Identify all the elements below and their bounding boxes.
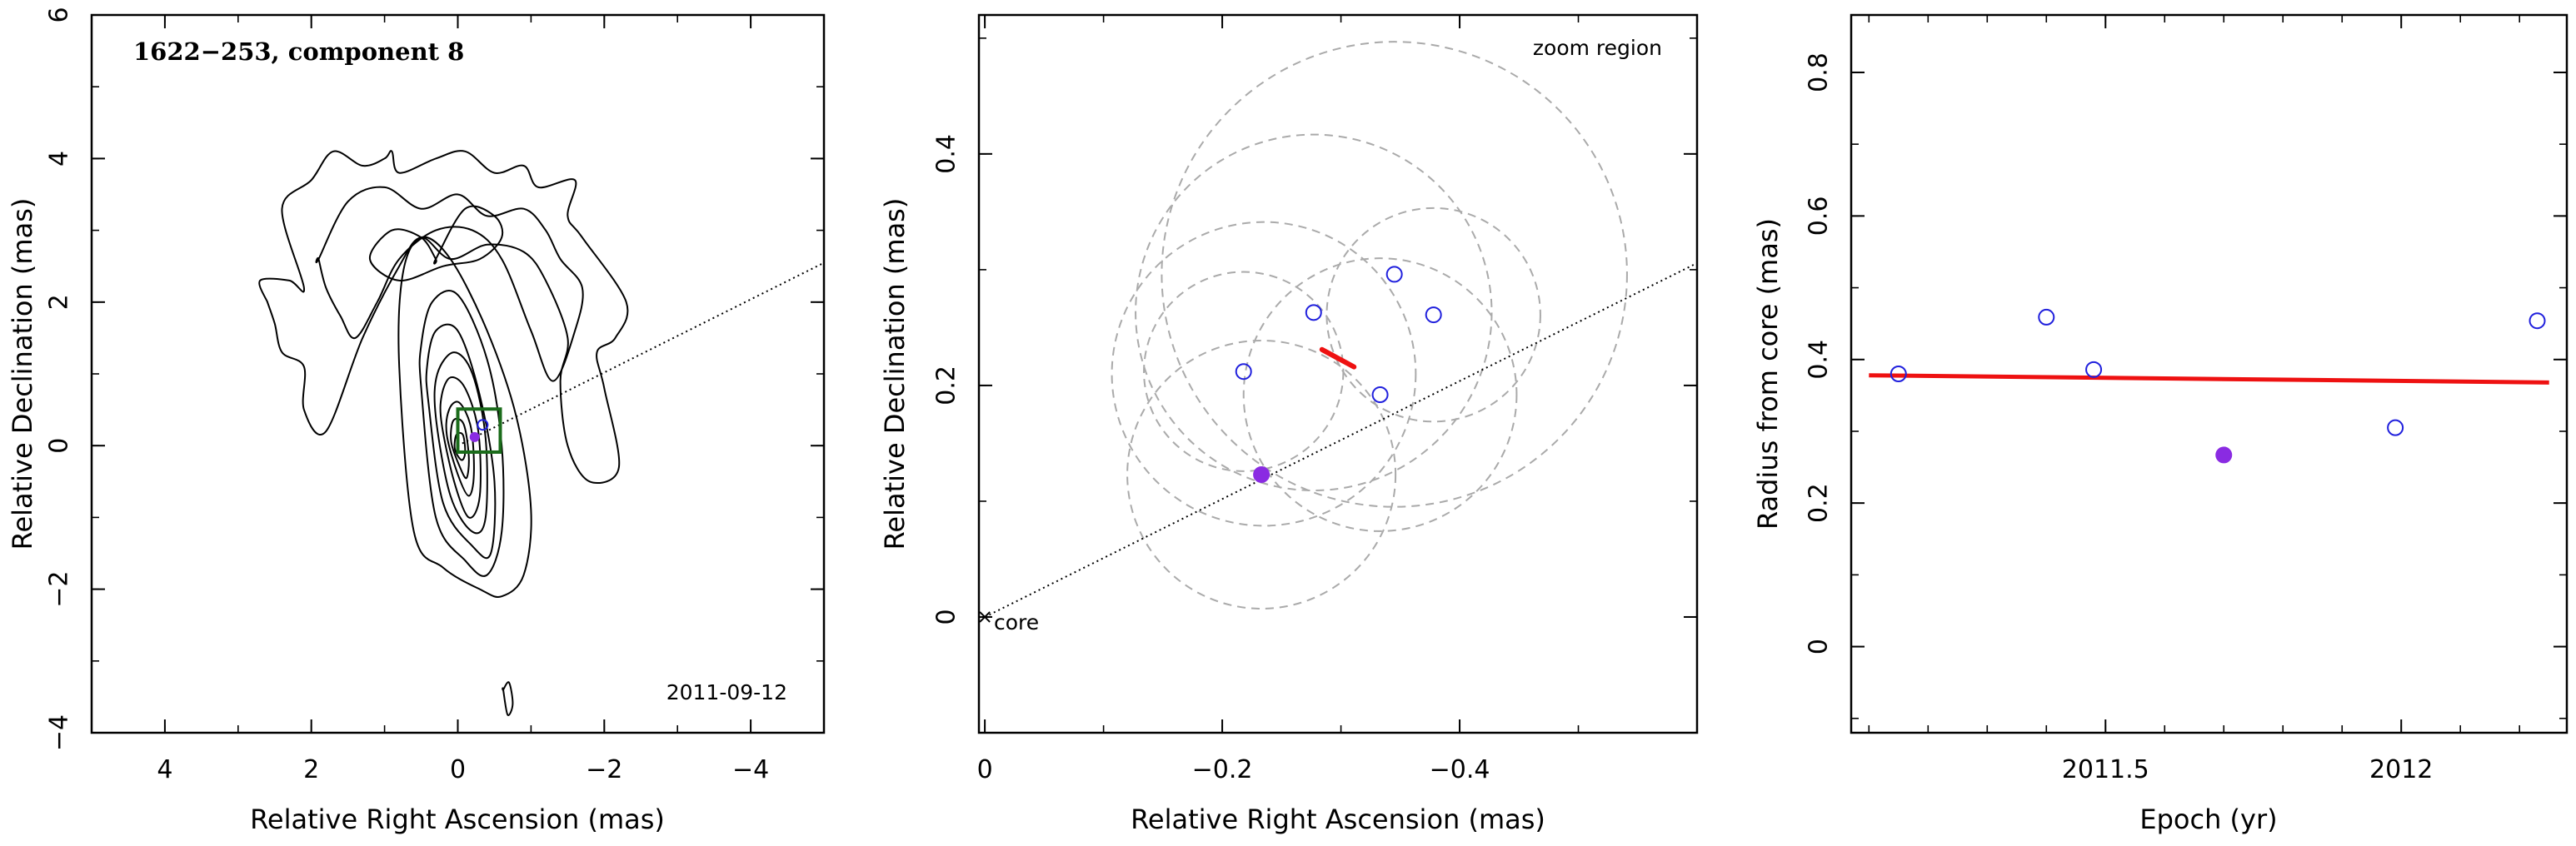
radius-plot-area <box>1869 310 2549 463</box>
contour-y-tick-label: −2 <box>45 570 74 607</box>
position-error-circle <box>1136 135 1491 490</box>
radius-x-tick-label: 2012 <box>2369 755 2433 784</box>
position-error-circle <box>1161 42 1627 507</box>
radius-y-tick-label: 0.4 <box>1805 340 1834 380</box>
contour-level <box>502 682 512 715</box>
zoom-x-tick-label: −0.2 <box>1192 755 1253 784</box>
zoom-x-axis-label: Relative Right Ascension (mas) <box>1131 804 1545 835</box>
radius-y-tick-label: 0 <box>1805 639 1834 654</box>
contour-x-tick-label: −2 <box>586 755 622 784</box>
radius-point <box>2086 362 2101 377</box>
contour-y-tick-label: 2 <box>45 294 74 310</box>
position-error-circle <box>1326 208 1540 421</box>
radius-y-axis-label: Radius from core (mas) <box>1752 218 1784 530</box>
contour-y-tick-label: −4 <box>45 714 74 751</box>
contour-y-tick-label: 0 <box>45 438 74 454</box>
panel-radius-vs-epoch: 2011.5 2012 0 0.2 0.4 0.6 0.8 Epoch (yr) Radiu… <box>1752 15 2567 835</box>
component-current-point <box>1254 467 1269 482</box>
radius-frame <box>1851 15 2567 733</box>
panel-zoom-region: 0 −0.2 −0.4 0 0.2 0.4 zoom region core Relati… <box>879 0 2576 835</box>
radius-y-tick-label: 0.6 <box>1805 197 1834 236</box>
radius-point <box>2039 310 2054 325</box>
contour-plot-area <box>259 0 2576 715</box>
radius-x-axis-label: Epoch (yr) <box>2139 804 2277 835</box>
zoom-region-annotation: zoom region <box>1533 36 1662 60</box>
contour-frame <box>92 15 824 733</box>
component-point <box>1236 364 1251 379</box>
radius-point <box>2530 313 2545 328</box>
component-point <box>1373 387 1388 402</box>
component-current-marker <box>471 433 479 441</box>
contour-y-tick-label: 6 <box>45 7 74 22</box>
radius-y-tick-label: 0.8 <box>1805 52 1834 92</box>
contour-level <box>398 237 531 597</box>
panel-contour-map: 4 2 0 −2 −4 −4 −2 0 2 4 6 1622−253, component 8 20… <box>7 0 2576 835</box>
zoom-y-tick-label: 0 <box>932 609 961 625</box>
position-error-circle <box>1244 258 1517 531</box>
contour-level <box>451 419 469 478</box>
contour-level <box>441 377 481 518</box>
radius-x-tick-label: 2011.5 <box>2062 755 2149 784</box>
zoom-y-tick-label: 0.4 <box>932 134 961 174</box>
contour-x-tick-label: 4 <box>157 755 172 784</box>
core-label: core <box>994 610 1039 634</box>
zoom-y-tick-label: 0.2 <box>932 366 961 406</box>
epoch-date-label: 2011-09-12 <box>666 680 787 704</box>
contour-x-tick-label: 0 <box>450 755 466 784</box>
component-point <box>1426 307 1441 322</box>
contour-x-axis-label: Relative Right Ascension (mas) <box>250 804 665 835</box>
zoom-x-tick-label: −0.4 <box>1430 755 1490 784</box>
component-point <box>1306 305 1321 320</box>
zoom-axes: 0 −0.2 −0.4 0 0.2 0.4 <box>932 15 1698 784</box>
radius-axes: 2011.5 2012 0 0.2 0.4 0.6 0.8 <box>1805 15 2568 784</box>
contour-title: 1622−253, component 8 <box>133 37 464 66</box>
radius-y-tick-label: 0.2 <box>1805 483 1834 523</box>
contour-y-tick-label: 4 <box>45 151 74 167</box>
contour-x-tick-label: −4 <box>732 755 769 784</box>
position-error-circle <box>1144 272 1343 471</box>
radius-current-point <box>2216 447 2231 462</box>
contour-x-tick-label: 2 <box>303 755 319 784</box>
zoom-y-axis-label: Relative Declination (mas) <box>879 198 911 550</box>
contour-level <box>447 401 474 495</box>
zoom-x-tick-label: 0 <box>977 755 993 784</box>
zoom-frame <box>979 15 1697 733</box>
contour-y-axis-label: Relative Declination (mas) <box>7 198 38 550</box>
radius-fit-line <box>1869 376 2549 383</box>
component-point <box>1387 266 1402 281</box>
radius-point <box>2388 421 2403 435</box>
